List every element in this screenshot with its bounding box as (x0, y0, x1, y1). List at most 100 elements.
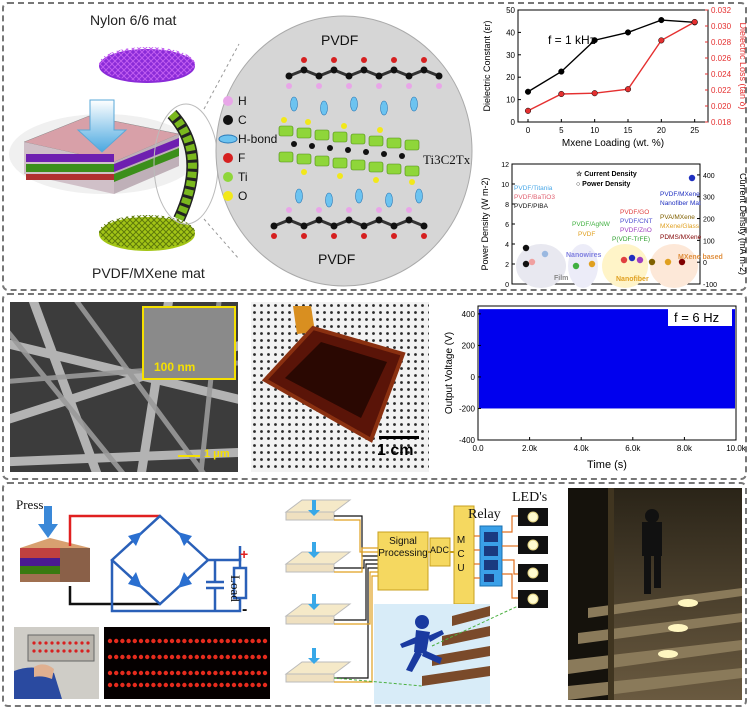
led-boxes (518, 508, 548, 608)
led-dot (126, 638, 131, 644)
sem-image: 100 nm 1 μm (10, 302, 238, 472)
chart2-marker (522, 244, 530, 252)
chart2-category-label: Nanofiber (616, 276, 649, 283)
stairs (422, 606, 490, 686)
led-dot (151, 670, 156, 676)
atom-legend: H C H-bond F Ti O (238, 92, 277, 206)
plus-sign: + (240, 546, 249, 562)
led-dot (107, 638, 113, 644)
chart2-entry-label: PVDF/AgNW (572, 221, 611, 228)
led-dot (219, 682, 224, 688)
led-dot (163, 654, 168, 660)
led-dot (107, 670, 113, 676)
led-dot (120, 670, 125, 676)
dielectric-chart: 010203040500.0180.0200.0220.0240.0260.02… (482, 6, 746, 149)
adc-label: ADC (430, 545, 450, 555)
chart2-marker (541, 250, 549, 258)
led-dot (188, 638, 193, 644)
legend-ti: Ti (238, 170, 248, 184)
led-dot (114, 670, 119, 676)
led-dot (238, 654, 243, 660)
led-dot (114, 682, 119, 688)
led-dot (132, 682, 137, 688)
chart1-point (624, 29, 632, 36)
led-dot (244, 638, 249, 644)
chart2-entry-label: MXene/Glass (660, 223, 700, 230)
led-dot (225, 670, 230, 676)
led-dot (231, 682, 237, 688)
led-dot (200, 670, 206, 676)
led-dot (169, 654, 175, 660)
chart2-region (568, 244, 598, 288)
led-dot (126, 682, 131, 688)
chart1-point (658, 17, 665, 24)
chart3-xtick-label: 10.0k (726, 444, 745, 453)
chart1-ytick-label: 30 (506, 51, 515, 60)
hand-device-photo (14, 627, 99, 699)
sem-scale-label: 1 μm (204, 448, 230, 460)
led-dot (250, 638, 255, 644)
chart1-point (558, 68, 565, 75)
chart2-marker (636, 256, 644, 264)
led-dot (244, 682, 249, 688)
chart3-ytick-label: 200 (462, 341, 476, 350)
chart3-ylabel: Output Voltage (V) (444, 332, 455, 414)
power-density-chart: 0 2 4 6 8 10 12 -100 0 100 200 300 400 Power Density … (480, 162, 746, 288)
led-dot (138, 670, 144, 676)
chart1-point (591, 90, 598, 97)
chart1-ytick-right-label: 0.022 (711, 86, 732, 95)
nylon-mat-label: Nylon 6/6 mat (90, 12, 177, 28)
chart1-ytick-label: 0 (511, 118, 516, 127)
led-dot (256, 682, 261, 688)
led-dot (132, 638, 137, 644)
pvdf-top-label: PVDF (321, 32, 359, 48)
chart1-ytick-right-label: 0.028 (711, 38, 732, 47)
led-dot (163, 638, 168, 644)
leds-label: LED's (512, 490, 548, 505)
led-dot (176, 682, 181, 688)
led-dot (182, 682, 187, 688)
led-dot (219, 670, 224, 676)
pvdf-top-chain (285, 57, 443, 89)
led-dot (207, 670, 212, 676)
chart1-ytick-label: 50 (506, 6, 515, 15)
chart2-marker (588, 260, 596, 268)
chart3-xtick-label: 2.0k (522, 444, 538, 453)
led-dot (244, 670, 249, 676)
chart1-ytick-right-label: 0.032 (711, 6, 732, 15)
chart2-ytick-label: 4 (505, 242, 509, 249)
led-dot (182, 638, 187, 644)
led-dot (157, 670, 162, 676)
chart2-region (650, 244, 698, 288)
chart3-ytick-label: -400 (459, 436, 476, 445)
legend-c: C (238, 113, 247, 127)
led-dot (262, 654, 268, 660)
chart1-point (624, 86, 632, 93)
legend-hbond: H-bond (238, 132, 278, 146)
chart1-ytick-right-label: 0.018 (711, 118, 732, 127)
legend-f: F (238, 151, 246, 165)
device-scale-label: 1 cm (377, 442, 414, 459)
chart2-ytick-label: 0 (505, 282, 509, 288)
sem-scale-bar (178, 455, 200, 457)
led-dot (213, 654, 218, 660)
chart1-point (524, 107, 532, 114)
pvdf-mxene-mat-label: PVDF/MXene mat (92, 265, 205, 281)
chart2-ytick-right-label: 400 (703, 173, 715, 180)
chart1-point (658, 37, 665, 44)
chart2-region (602, 244, 648, 288)
led-dot (120, 638, 125, 644)
rectifier-circuit (20, 506, 248, 613)
led-dot (225, 682, 230, 688)
chart2-legend-power: ○ Power Density (576, 181, 631, 188)
chart2-entry-label: PVDF/ZnO (620, 227, 652, 234)
chart2-entry-label: PVDF/MXene (660, 191, 700, 198)
led-dot (114, 654, 119, 660)
chart1-xtick-label: 10 (590, 126, 599, 135)
chart2-ytick-right-label: -100 (703, 282, 717, 288)
led-dot (182, 654, 187, 660)
pvdf-bottom-chain (270, 207, 428, 239)
led-dot (207, 682, 212, 688)
chart3-xtick-label: 0.0 (472, 444, 484, 453)
led-dot (132, 654, 137, 660)
